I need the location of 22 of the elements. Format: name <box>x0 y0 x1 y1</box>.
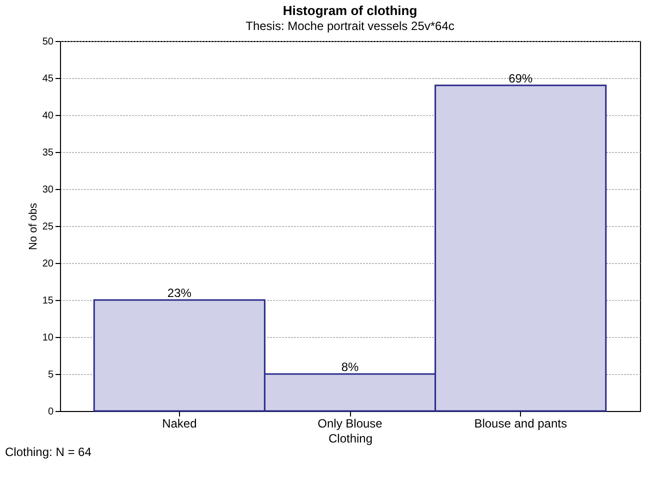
annotation: 8% <box>341 360 359 374</box>
y-tick-label: 15 <box>42 296 54 306</box>
text: Clothing: N = 64 <box>5 445 92 459</box>
annotation: 23% <box>167 286 192 300</box>
y-tick-label: 20 <box>42 258 54 270</box>
x-axis-title: Clothing <box>328 432 373 446</box>
y-tick-label: 5 <box>48 370 54 380</box>
y-tick-label: 10 <box>42 332 54 344</box>
y-tick-label: 0 <box>48 406 54 418</box>
y-tick-label: 50 <box>42 36 54 48</box>
y-tick-label: 35 <box>42 148 54 158</box>
x-tick-label: Naked <box>162 416 197 430</box>
x-tick-label: Only Blouse <box>318 416 383 430</box>
y-tick-label: 25 <box>42 222 54 232</box>
x-tick-label: Blouse and pants <box>474 416 567 430</box>
y-axis-title: No of obs <box>27 202 40 250</box>
chart-title: Histogram of clothing <box>282 3 418 18</box>
y-tick-label: 40 <box>42 110 54 122</box>
annotation: 69% <box>508 71 533 86</box>
chart-subtitle: Thesis: Moche portrait vessels 25v*64c <box>246 19 454 33</box>
y-tick-label: 30 <box>42 184 54 196</box>
y-tick-label: 45 <box>42 74 54 84</box>
